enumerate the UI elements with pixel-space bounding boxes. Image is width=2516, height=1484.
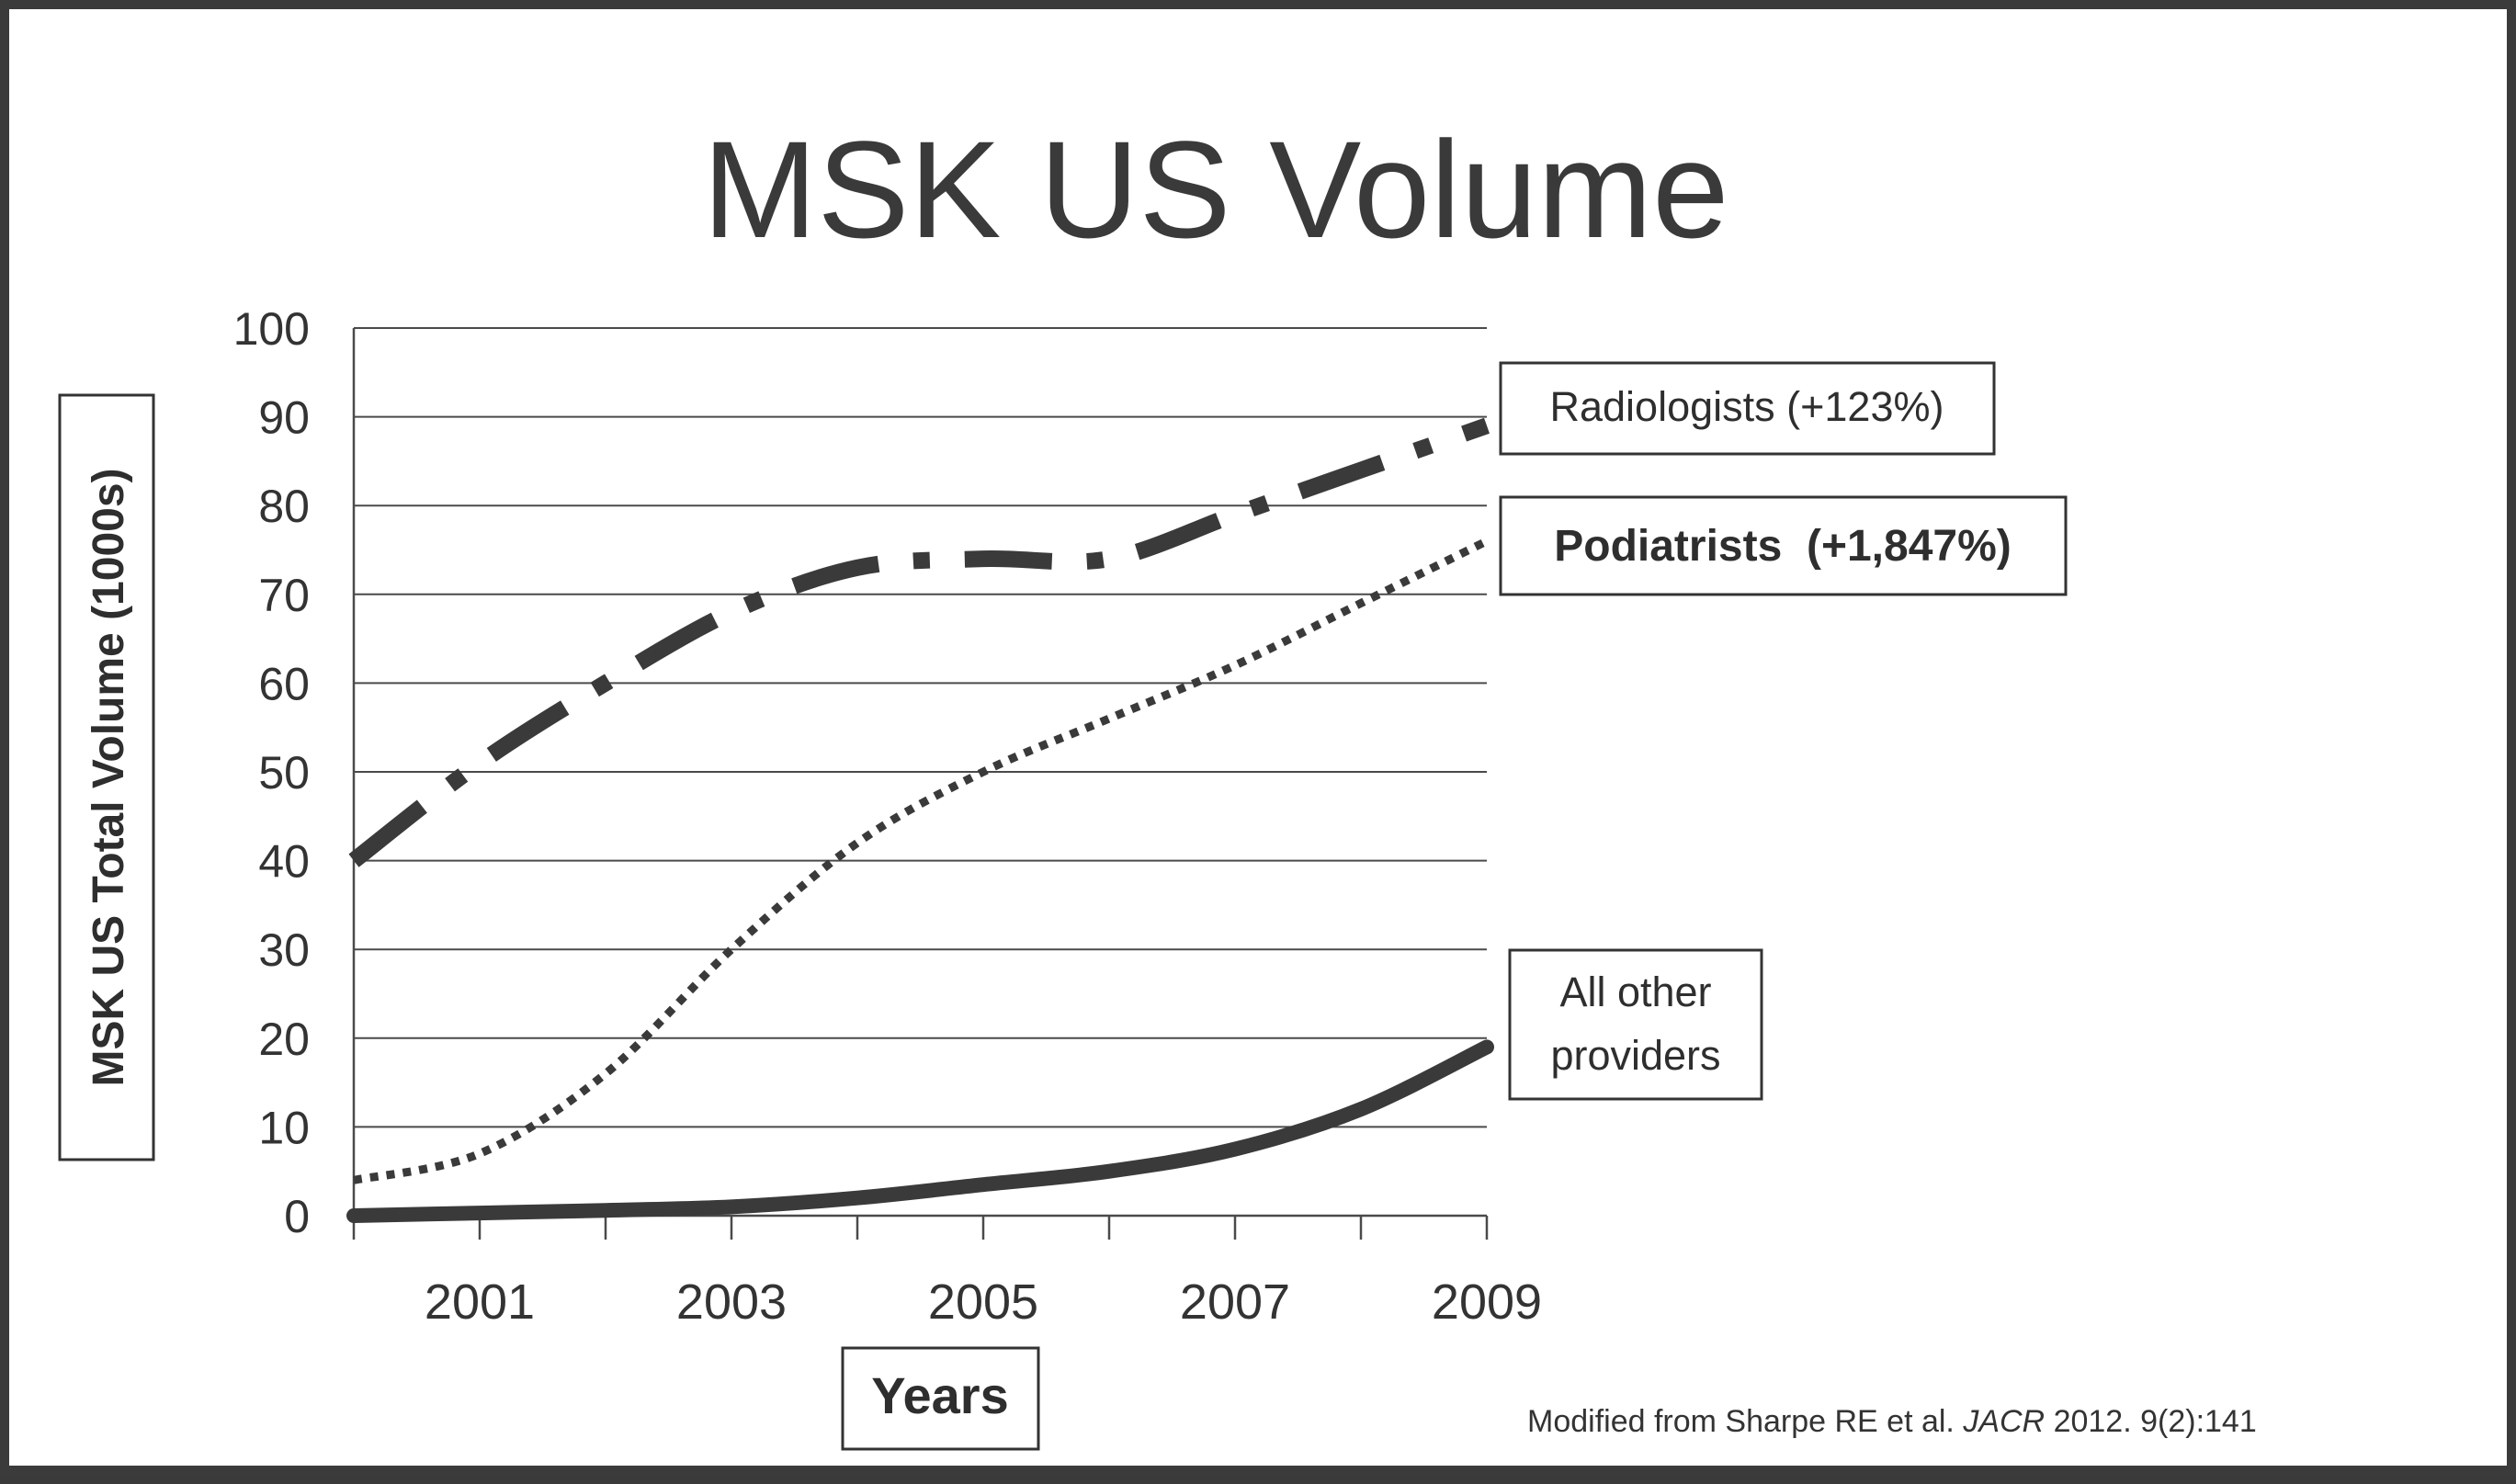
x-tick-label: 2009 <box>1432 1274 1542 1330</box>
legend-text-other-line2: providers <box>1550 1032 1720 1079</box>
y-tick-label: 30 <box>258 924 310 976</box>
y-tick-label: 0 <box>284 1191 310 1242</box>
x-tick-label: 2007 <box>1180 1274 1290 1330</box>
y-tick-label: 80 <box>258 481 310 532</box>
y-tick-label: 10 <box>258 1102 310 1153</box>
y-tick-label: 90 <box>258 392 310 444</box>
line-chart: MSK US Volume 0 10 20 30 40 50 60 70 80 90 100 200… <box>58 112 2257 1451</box>
legend-text-radiologists: Radiologists (+123%) <box>1550 383 1944 430</box>
y-axis-title-box: MSK US Total Volume (1000s) <box>58 393 155 1161</box>
source-citation-suffix: 2012. 9(2):141 <box>2045 1404 2257 1439</box>
legend-text-podiatrists: Podiatrists (+1,847%) <box>1554 522 2012 571</box>
x-tick-label: 2001 <box>425 1274 535 1330</box>
source-citation-journal: JACR <box>1962 1404 2045 1439</box>
x-tick-labels: 2001 2003 2005 2007 2009 <box>425 1274 1542 1330</box>
source-citation: Modified from Sharpe RE et al. JACR 2012… <box>1527 1404 2257 1439</box>
x-tick-label: 2005 <box>928 1274 1038 1330</box>
y-axis-title: MSK US Total Volume (1000s) <box>85 468 133 1086</box>
y-tick-label: 50 <box>258 747 310 799</box>
legend-text-other-line1: All other <box>1559 969 1711 1015</box>
x-axis-title: Years <box>871 1366 1009 1424</box>
legend-label-podiatrists: Podiatrists (+1,847%) <box>1499 495 2068 596</box>
series-lines <box>346 417 1494 1223</box>
x-axis-title-box: Years <box>841 1346 1040 1451</box>
y-tick-label: 20 <box>258 1014 310 1065</box>
series-line-radiologists <box>348 417 1490 867</box>
source-citation-prefix: Modified from Sharpe RE et al. <box>1527 1404 1963 1439</box>
chart-title: MSK US Volume <box>702 112 1728 266</box>
x-tick-label: 2003 <box>676 1274 787 1330</box>
axes <box>352 328 1489 1240</box>
y-tick-label: 60 <box>258 658 310 709</box>
legend-label-other-providers: All other providers <box>1508 948 1763 1101</box>
y-tick-label: 70 <box>258 570 310 621</box>
y-tick-label: 100 <box>233 303 310 355</box>
series-line-other-providers <box>346 1039 1494 1223</box>
legend-label-radiologists: Radiologists (+123%) <box>1499 361 1996 456</box>
y-tick-labels: 0 10 20 30 40 50 60 70 80 90 100 <box>233 303 310 1242</box>
gridlines <box>354 327 1487 1128</box>
y-tick-label: 40 <box>258 836 310 888</box>
